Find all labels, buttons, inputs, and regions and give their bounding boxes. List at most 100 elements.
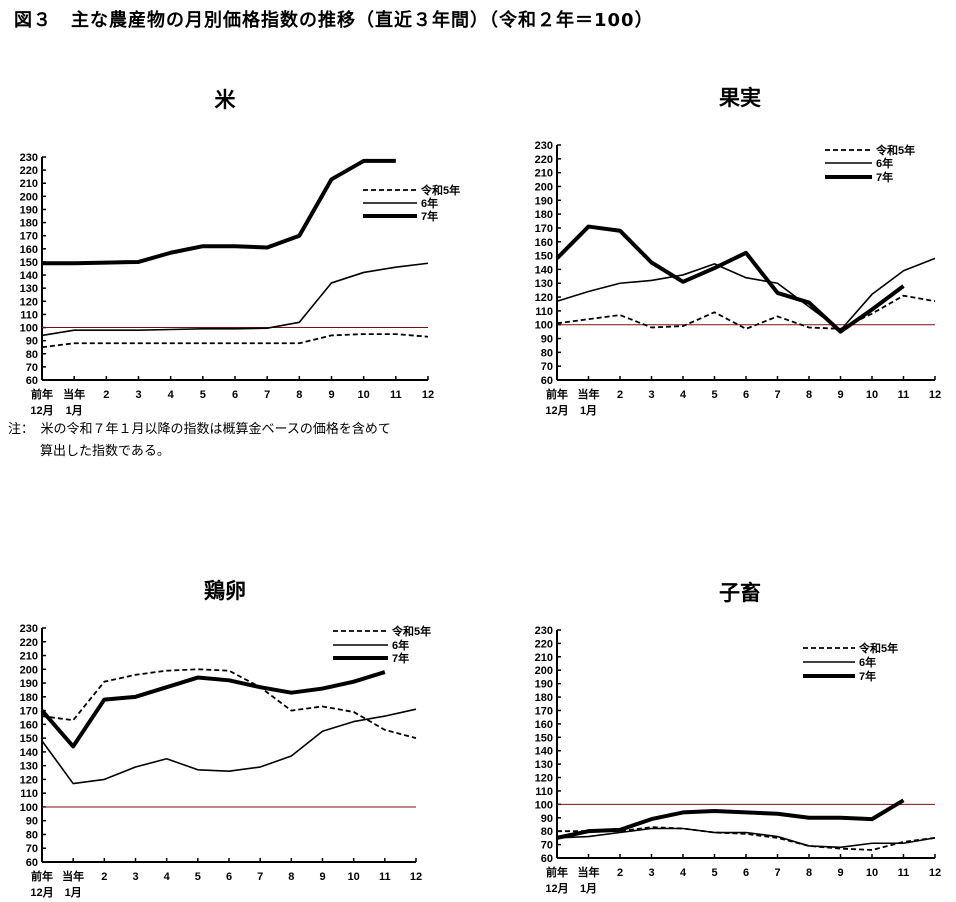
legend-label: 6年 xyxy=(859,655,876,669)
x-tick-label: 7 xyxy=(257,871,263,883)
chart-title-livestock: 子畜 xyxy=(719,581,761,605)
x-tick-label: 5 xyxy=(711,867,717,879)
chart-title-eggs: 鶏卵 xyxy=(204,579,246,603)
x-tick-label: 6 xyxy=(232,389,238,401)
y-tick-label: 110 xyxy=(535,306,553,318)
y-tick-label: 70 xyxy=(541,840,553,852)
series-line-7nen xyxy=(40,670,386,749)
x-tick-label: 12 xyxy=(422,389,434,401)
y-tick-label: 120 xyxy=(20,296,38,308)
chart-title-rice: 米 xyxy=(214,88,236,112)
x-tick-label: 9 xyxy=(319,871,325,883)
y-tick-label: 100 xyxy=(535,320,553,332)
x-tick-label: 12 xyxy=(929,389,941,401)
y-tick-label: 80 xyxy=(26,349,38,361)
x-tick-label: 前年 xyxy=(546,387,568,401)
x-tick-label: 3 xyxy=(132,871,138,883)
y-tick-label: 80 xyxy=(541,347,553,359)
x-tick-label: 9 xyxy=(837,867,843,879)
y-tick-label: 90 xyxy=(541,334,553,346)
series-line-5nen xyxy=(556,294,936,330)
y-tick-label: 100 xyxy=(20,802,38,814)
x-tick-label: 1月 xyxy=(580,882,597,895)
series-line-6nen xyxy=(556,257,936,332)
legend-label: 令和5年 xyxy=(420,183,460,197)
series-line-7nen xyxy=(555,224,905,334)
y-tick-label: 130 xyxy=(20,761,38,773)
y-tick-label: 130 xyxy=(535,278,553,290)
x-tick-label: 6 xyxy=(743,389,749,401)
x-tick-label: 1月 xyxy=(66,404,83,417)
x-tick-label: 12月 xyxy=(30,886,53,899)
x-tick-label: 12月 xyxy=(30,404,53,417)
x-tick-label: 7 xyxy=(264,389,270,401)
chart-title-fruit: 果実 xyxy=(719,86,761,110)
x-tick-label: 5 xyxy=(195,871,201,883)
series-line-7nen xyxy=(556,798,905,840)
series-line-5nen xyxy=(557,826,936,851)
x-tick-label: 前年 xyxy=(31,387,53,401)
y-tick-label: 230 xyxy=(535,140,553,152)
legend-label: 7年 xyxy=(876,170,893,184)
x-tick-label: 11 xyxy=(898,867,910,879)
y-tick-label: 130 xyxy=(20,283,38,295)
y-tick-label: 200 xyxy=(20,191,38,203)
y-tick-label: 140 xyxy=(20,270,38,282)
x-tick-label: 当年 xyxy=(63,387,85,401)
x-tick-label: 3 xyxy=(135,389,141,401)
y-tick-label: 190 xyxy=(535,195,553,207)
y-tick-label: 170 xyxy=(535,223,553,235)
y-tick-label: 230 xyxy=(535,625,553,637)
y-tick-label: 200 xyxy=(535,181,553,193)
y-tick-label: 160 xyxy=(535,719,553,731)
x-tick-label: 12月 xyxy=(545,882,568,895)
y-tick-label: 150 xyxy=(20,257,38,269)
y-tick-label: 60 xyxy=(541,853,553,865)
y-tick-label: 110 xyxy=(20,788,38,800)
y-tick-label: 160 xyxy=(20,244,38,256)
legend-label: 令和5年 xyxy=(391,624,431,638)
y-tick-label: 60 xyxy=(26,375,38,387)
y-tick-label: 160 xyxy=(20,719,38,731)
x-tick-label: 8 xyxy=(806,389,812,401)
y-tick-label: 210 xyxy=(535,168,553,180)
x-tick-label: 8 xyxy=(296,389,302,401)
legend-label: 7年 xyxy=(392,651,409,665)
chart-eggs: 6070809010011012013014015016017018019020… xyxy=(20,623,431,899)
series-line-5nen xyxy=(41,333,429,349)
x-tick-label: 11 xyxy=(390,389,402,401)
x-tick-label: 3 xyxy=(648,867,654,879)
y-tick-label: 220 xyxy=(20,637,38,649)
x-tick-label: 11 xyxy=(379,871,391,883)
y-tick-label: 150 xyxy=(535,251,553,263)
y-tick-label: 130 xyxy=(535,759,553,771)
x-tick-label: 当年 xyxy=(578,865,600,879)
y-tick-label: 80 xyxy=(26,829,38,841)
note-line-2: 算出した指数である。 xyxy=(40,444,170,459)
y-tick-label: 210 xyxy=(20,651,38,663)
y-tick-label: 70 xyxy=(26,843,38,855)
y-tick-label: 110 xyxy=(20,309,38,321)
y-tick-label: 140 xyxy=(535,264,553,276)
y-tick-label: 180 xyxy=(535,209,553,221)
x-tick-label: 7 xyxy=(774,389,780,401)
y-tick-label: 220 xyxy=(535,154,553,166)
series-line-6nen xyxy=(556,827,936,849)
x-tick-label: 前年 xyxy=(546,865,568,879)
x-tick-label: 1月 xyxy=(580,404,597,417)
x-tick-label: 5 xyxy=(711,389,717,401)
x-tick-label: 4 xyxy=(680,389,687,401)
y-tick-label: 140 xyxy=(535,746,553,758)
series-line-7nen xyxy=(42,158,396,266)
y-tick-label: 120 xyxy=(20,774,38,786)
y-tick-label: 170 xyxy=(20,706,38,718)
series-line-6nen xyxy=(41,708,417,785)
figure-title: 図３ 主な農産物の月別価格指数の推移（直近３年間）（令和２年＝100） xyxy=(14,10,654,31)
y-tick-label: 120 xyxy=(535,773,553,785)
y-tick-label: 60 xyxy=(26,857,38,869)
x-tick-label: 10 xyxy=(358,389,370,401)
